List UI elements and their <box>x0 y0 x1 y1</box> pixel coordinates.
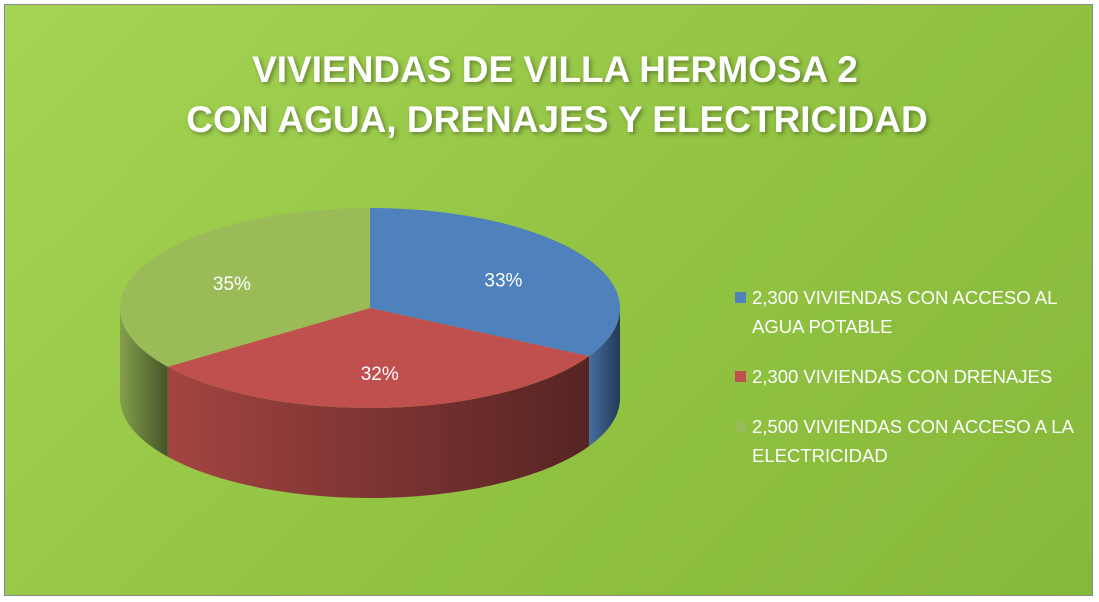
legend-item: 2,300 VIVIENDAS CON DRENAJES <box>735 362 1085 391</box>
data-label: 32% <box>361 364 399 385</box>
chart-title: VIVIENDAS DE VILLA HERMOSA 2 <box>252 49 858 90</box>
legend-swatch <box>735 371 746 382</box>
legend-swatch <box>735 292 746 303</box>
pie-walls <box>120 308 620 499</box>
pie-slice <box>370 208 620 357</box>
legend: 2,300 VIVIENDAS CON ACCESO AL AGUA POTAB… <box>735 283 1085 491</box>
legend-label: 2,300 VIVIENDAS CON ACCESO AL AGUA POTAB… <box>752 287 1057 337</box>
pie-slice-side <box>120 308 168 457</box>
chart-title: CON AGUA, DRENAJES Y ELECTRICIDAD <box>186 99 927 140</box>
data-label: 35% <box>213 274 251 295</box>
legend-item: 2,300 VIVIENDAS CON ACCESO AL AGUA POTAB… <box>735 283 1085 341</box>
pie-slice-side <box>589 308 620 447</box>
legend-label: 2,300 VIVIENDAS CON DRENAJES <box>752 366 1053 387</box>
pie-slice-side <box>167 356 590 499</box>
data-label: 33% <box>484 270 522 291</box>
legend-swatch <box>735 421 746 432</box>
legend-item: 2,500 VIVIENDAS CON ACCESO A LA ELECTRIC… <box>735 412 1085 470</box>
pie-slice <box>120 208 370 367</box>
pie-slice <box>167 308 590 409</box>
legend-label: 2,500 VIVIENDAS CON ACCESO A LA ELECTRIC… <box>752 416 1073 466</box>
